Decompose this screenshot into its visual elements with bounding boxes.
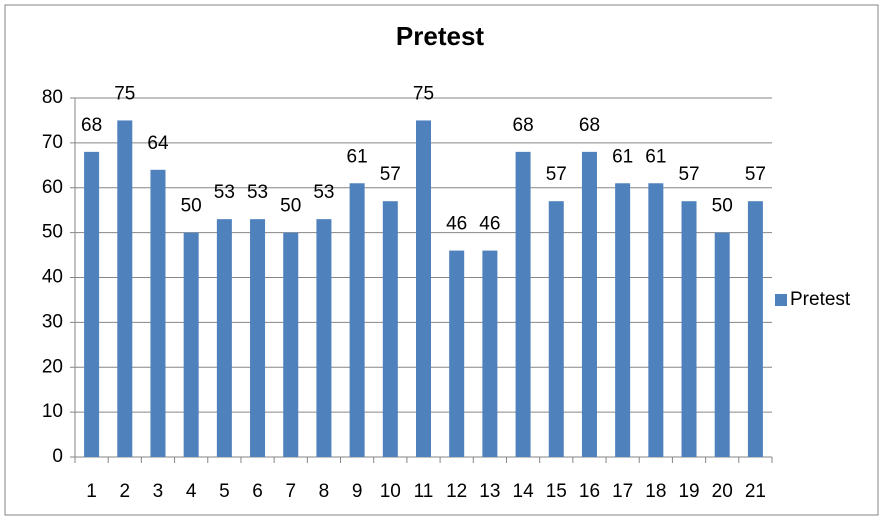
y-tick-label: 50 — [42, 222, 63, 243]
bar — [283, 232, 299, 457]
data-label: 53 — [214, 182, 235, 203]
x-tick-label: 20 — [712, 481, 733, 502]
x-tick-label: 3 — [153, 481, 164, 502]
bar — [250, 219, 266, 457]
x-tick-label: 12 — [446, 481, 467, 502]
data-label: 68 — [81, 115, 102, 136]
x-tick-label: 11 — [414, 481, 434, 502]
x-tick-label: 8 — [319, 481, 330, 502]
bar — [117, 120, 133, 457]
bar — [416, 120, 431, 457]
data-label: 46 — [479, 214, 500, 235]
y-tick-label: 10 — [42, 401, 63, 422]
data-label: 50 — [280, 196, 301, 217]
chart-frame — [4, 4, 879, 516]
data-label: 68 — [579, 115, 600, 136]
chart-title: Pretest — [396, 21, 484, 51]
bar — [382, 201, 398, 457]
y-tick-label: 40 — [42, 267, 63, 288]
x-tick-label: 7 — [285, 481, 296, 502]
data-label: 53 — [313, 182, 334, 203]
x-tick-label: 19 — [678, 481, 699, 502]
y-tick-label: 30 — [42, 311, 63, 332]
bar — [548, 201, 564, 457]
x-tick-label: 10 — [380, 481, 401, 502]
x-tick-label: 1 — [86, 481, 97, 502]
legend-label: Pretest — [790, 289, 851, 310]
y-tick-label: 0 — [52, 446, 63, 467]
legend-swatch — [775, 294, 787, 306]
x-tick-label: 17 — [612, 481, 633, 502]
bar — [714, 232, 730, 457]
x-tick-label: 9 — [352, 481, 363, 502]
y-tick-label: 60 — [42, 177, 63, 198]
x-tick-label: 2 — [119, 481, 130, 502]
x-tick-label: 21 — [745, 481, 766, 502]
data-label: 61 — [347, 146, 368, 167]
x-tick-label: 16 — [579, 481, 600, 502]
data-label: 61 — [612, 146, 633, 167]
x-tick-label: 13 — [479, 481, 500, 502]
data-label: 75 — [114, 83, 135, 104]
data-label: 46 — [446, 214, 467, 235]
x-tick-label: 5 — [219, 481, 230, 502]
x-tick-label: 15 — [546, 481, 567, 502]
data-label: 57 — [745, 164, 766, 185]
data-label: 57 — [546, 164, 567, 185]
data-label: 50 — [181, 196, 202, 217]
bar — [183, 232, 199, 457]
bar — [482, 250, 498, 457]
y-tick-label: 70 — [42, 132, 63, 153]
bar — [515, 151, 531, 457]
data-label: 64 — [147, 133, 169, 154]
bar — [648, 183, 664, 457]
data-label: 50 — [712, 196, 733, 217]
data-label: 61 — [645, 146, 666, 167]
y-tick-label: 80 — [42, 87, 63, 108]
bar — [449, 250, 465, 457]
x-tick-label: 6 — [252, 481, 263, 502]
x-tick-label: 18 — [645, 481, 666, 502]
x-tick-label: 14 — [513, 481, 535, 502]
bar — [581, 151, 597, 457]
y-tick-label: 20 — [42, 356, 63, 377]
data-label: 57 — [678, 164, 699, 185]
data-label: 53 — [247, 182, 268, 203]
bar — [216, 219, 232, 457]
data-label: 68 — [513, 115, 534, 136]
bar — [150, 169, 166, 458]
bar — [349, 183, 365, 457]
x-tick-label: 4 — [186, 481, 197, 502]
bar — [615, 183, 631, 457]
data-label: 57 — [380, 164, 401, 185]
bar — [316, 219, 332, 457]
bar — [681, 201, 697, 457]
data-label: 75 — [413, 83, 434, 104]
bar — [747, 201, 763, 457]
bar — [84, 151, 100, 457]
